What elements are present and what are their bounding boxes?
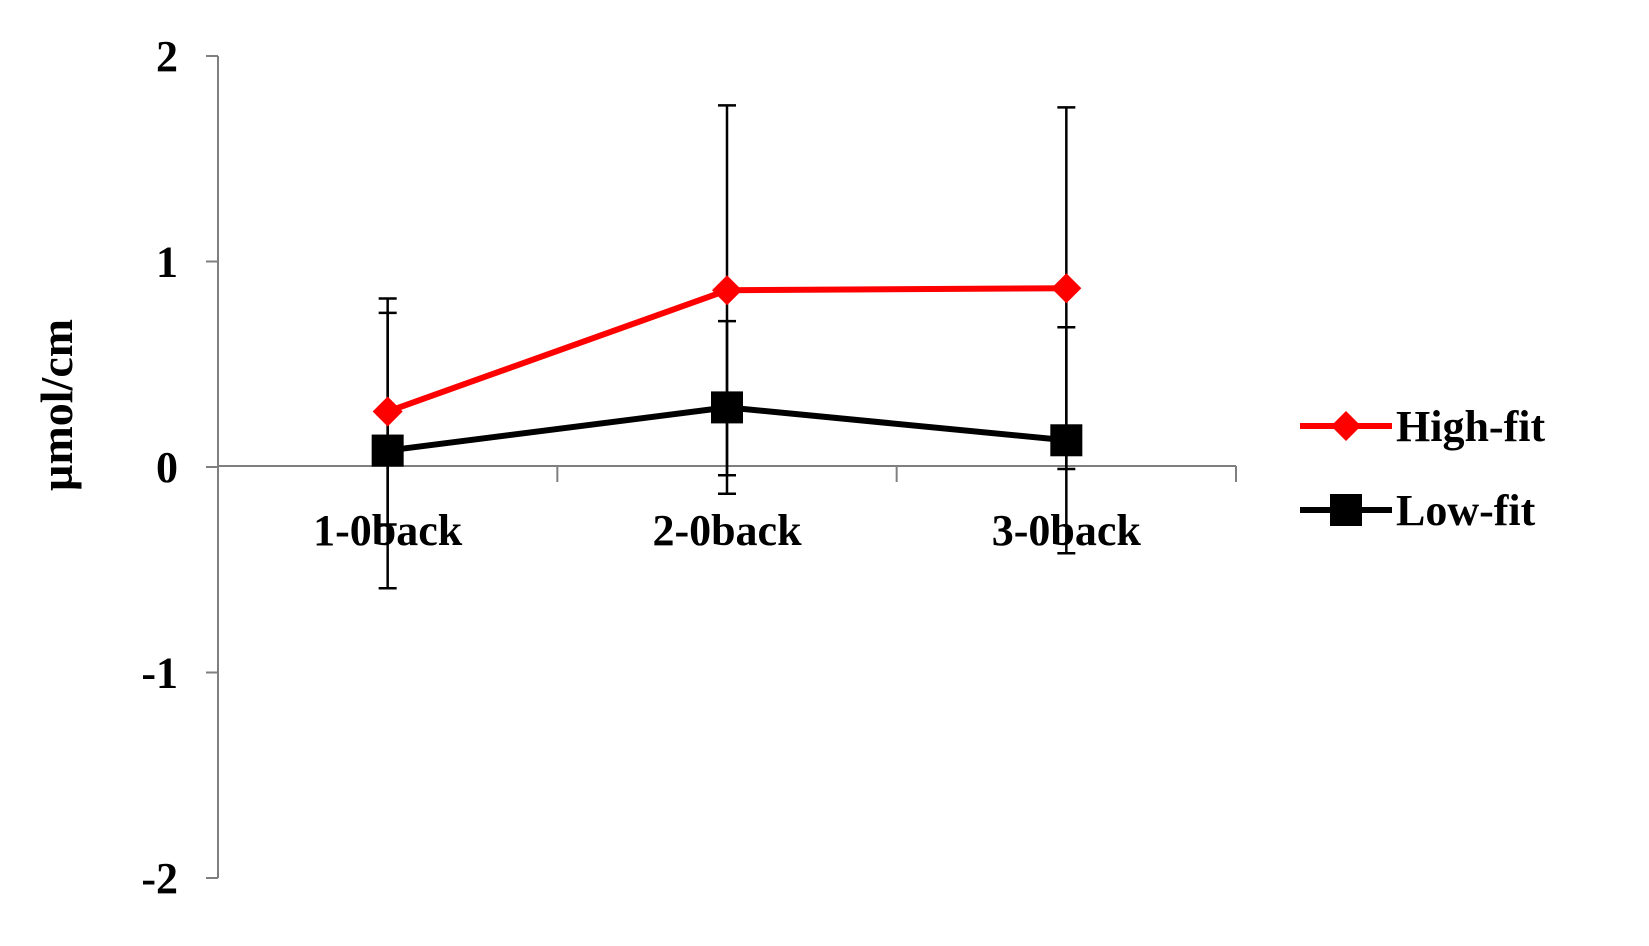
tick-labels: 2 1 0 -1 -2 1-0back 2-0back 3-0back: [141, 32, 1141, 903]
x-tick-label: 1-0back: [313, 506, 463, 555]
y-tick-label: 2: [156, 32, 178, 81]
y-tick-label: -1: [141, 649, 178, 698]
data-point-low-fit: [711, 391, 743, 424]
y-tick-label: 0: [156, 443, 178, 492]
axes: [206, 55, 1237, 879]
y-tick-label: -2: [141, 854, 178, 903]
legend-label-low-fit: Low-fit: [1396, 486, 1536, 535]
legend-label-high-fit: High-fit: [1396, 402, 1545, 451]
y-axis-title: µmol/cm: [31, 319, 82, 491]
legend-marker-high-fit: [1331, 411, 1361, 441]
y-tick-label: 1: [156, 238, 178, 287]
data-point-low-fit: [371, 434, 404, 467]
x-tick-label: 2-0back: [652, 506, 802, 555]
x-tick-label: 3-0back: [992, 506, 1142, 555]
data-point-high-fit: [372, 396, 403, 427]
legend: High-fit Low-fit: [1300, 402, 1545, 535]
legend-marker-low-fit: [1330, 494, 1362, 526]
series-markers: [371, 273, 1083, 467]
data-point-low-fit: [1050, 424, 1083, 457]
data-point-high-fit: [1051, 273, 1082, 304]
data-point-high-fit: [712, 275, 742, 306]
